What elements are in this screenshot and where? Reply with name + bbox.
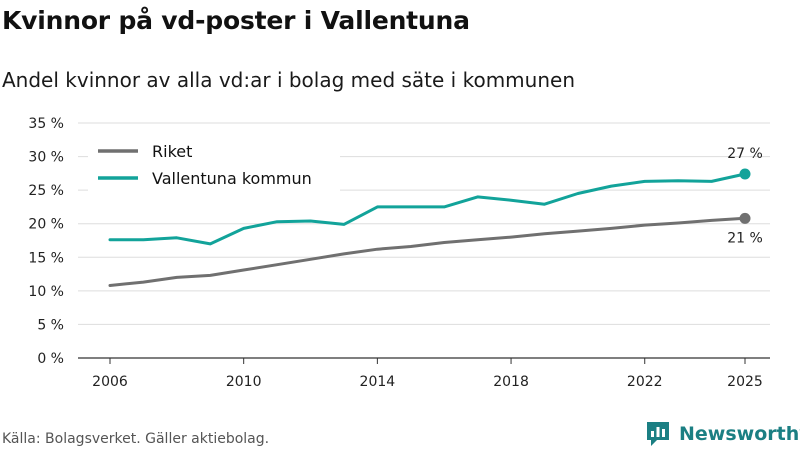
end-point-vallentuna-kommun	[739, 168, 751, 180]
source-note: Källa: Bolagsverket. Gäller aktiebolag.	[2, 431, 270, 447]
x-tick-label: 2006	[92, 374, 128, 390]
brand-logo[interactable]: Newsworthy	[645, 420, 800, 448]
y-tick-label: 15 %	[28, 250, 64, 266]
series-line-riket	[108, 216, 747, 287]
x-tick-label: 2022	[627, 374, 663, 390]
line-chart: 0 % 5 % 10 % 15 % 20 % 25 % 30 % 35 % 2006 2010 20…	[28, 116, 770, 390]
x-tick-label: 2010	[226, 374, 262, 390]
x-tick-label: 2025	[727, 374, 763, 390]
legend-label-vallentuna-kommun: Vallentuna kommun	[152, 169, 312, 188]
y-tick-label: 25 %	[28, 183, 64, 199]
bar-chart-logo-icon	[647, 422, 669, 446]
x-tick-label: 2014	[360, 374, 396, 390]
series-line-vallentuna-kommun	[108, 172, 747, 246]
legend-label-riket: Riket	[152, 142, 192, 161]
brand-name: Newsworthy	[679, 423, 800, 445]
y-tick-label: 5 %	[37, 317, 64, 333]
y-tick-label: 20 %	[28, 217, 64, 233]
end-point-riket	[739, 212, 751, 224]
y-tick-label: 10 %	[28, 284, 64, 300]
end-label-vallentuna-kommun: 27 %	[727, 146, 763, 162]
end-label-riket: 21 %	[727, 230, 763, 246]
legend-box	[88, 136, 340, 194]
y-tick-label: 35 %	[28, 116, 64, 132]
chart-title: Kvinnor på vd-poster i Vallentuna	[2, 6, 470, 35]
y-tick-label: 30 %	[28, 150, 64, 166]
y-tick-label: 0 %	[37, 351, 64, 367]
chart-subtitle: Andel kvinnor av alla vd:ar i bolag med …	[2, 68, 575, 92]
x-tick-label: 2018	[493, 374, 529, 390]
